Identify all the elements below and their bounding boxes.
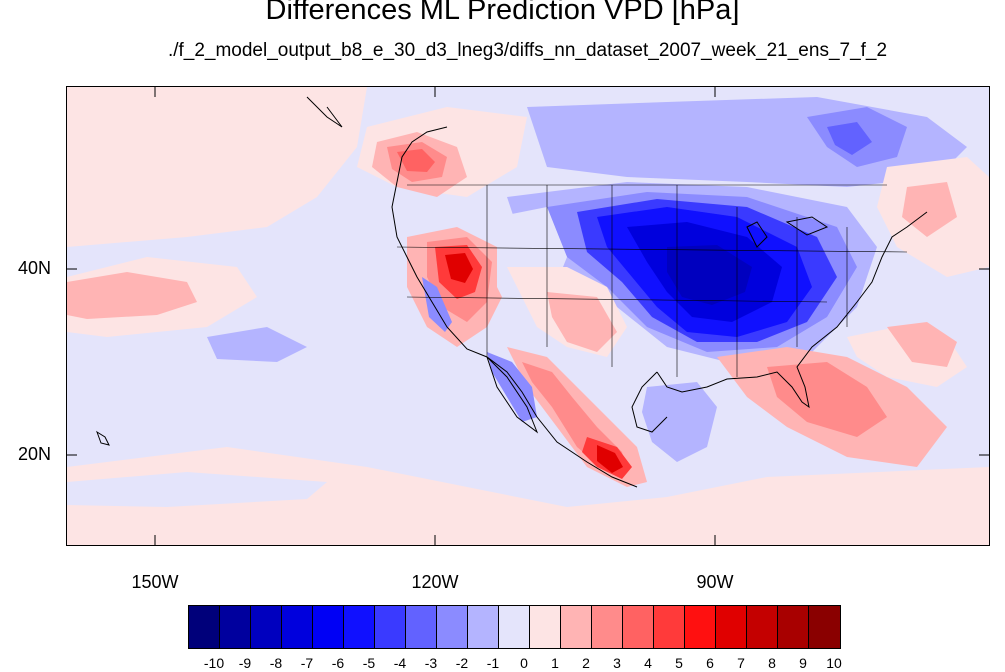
colorbar-tick-label: 8 [768,655,776,671]
colorbar-swatch [623,606,654,648]
colorbar-swatch [406,606,437,648]
colorbar-swatch [716,606,747,648]
colorbar-swatch [809,606,840,648]
colorbar-tick-label: 4 [644,655,652,671]
x-label-120w: 120W [411,572,459,592]
colorbar-tick-label: 2 [582,655,590,671]
colorbar-tick-label: 5 [675,655,683,671]
colorbar-tick-label: -1 [486,655,500,671]
colorbar-swatch [499,606,530,648]
colorbar-tick-label: 0 [520,655,528,671]
colorbar-swatch [189,606,220,648]
map-canvas [67,87,989,545]
vpd-difference-map [66,86,990,546]
map-subtitle: ./f_2_model_output_b8_e_30_d3_lneg3/diff… [167,40,888,61]
colorbar-tick-label: 6 [706,655,714,671]
colorbar-tick-label: 10 [826,655,842,671]
colorbar-swatch [592,606,623,648]
colorbar-swatch [654,606,685,648]
colorbar-tick-label: -2 [455,655,469,671]
colorbar-tick-label: -3 [424,655,438,671]
colorbar-swatch [437,606,468,648]
colorbar-tick-label: -8 [269,655,283,671]
colorbar-swatch [313,606,344,648]
colorbar-swatch [251,606,282,648]
colorbar-tick-label: 9 [799,655,807,671]
colorbar-tick-label: -7 [300,655,314,671]
colorbar-tick-label: -6 [331,655,345,671]
colorbar-swatch [685,606,716,648]
colorbar-tick-label: -9 [238,655,252,671]
colorbar-swatch [530,606,561,648]
colorbar-swatch [282,606,313,648]
map-title: Differences ML Prediction VPD [hPa] [265,0,740,26]
colorbar-tick-label: -4 [393,655,407,671]
colorbar-tick-label: -5 [362,655,376,671]
colorbar-swatch [778,606,809,648]
colorbar-swatch [375,606,406,648]
x-label-150w: 150W [131,572,179,592]
colorbar-tick-label: 3 [613,655,621,671]
colorbar [188,605,841,649]
colorbar-swatch [468,606,499,648]
colorbar-swatch [561,606,592,648]
colorbar-tick-label: -10 [203,655,225,671]
x-label-90w: 90W [696,572,734,592]
colorbar-tick-label: 7 [737,655,745,671]
colorbar-swatch [747,606,778,648]
colorbar-swatch [220,606,251,648]
colorbar-swatch [344,606,375,648]
colorbar-tick-label: 1 [551,655,559,671]
y-label-40n: 40N [18,258,52,278]
y-label-20n: 20N [18,444,52,464]
